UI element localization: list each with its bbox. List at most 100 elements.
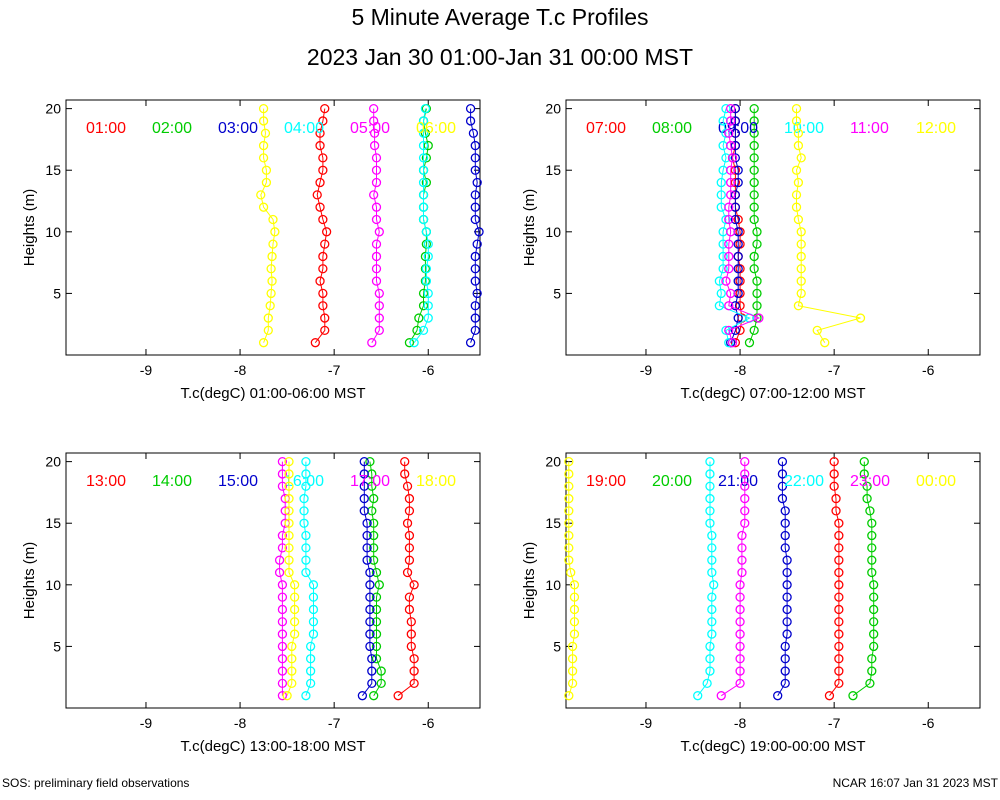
data-point — [855, 313, 866, 323]
data-point — [824, 691, 835, 701]
data-point — [834, 567, 844, 578]
x-axis-label: T.c(degC) 19:00-00:00 MST — [680, 738, 865, 755]
data-point — [869, 629, 879, 639]
data-point — [371, 641, 382, 652]
data-point — [707, 617, 717, 627]
data-point — [737, 543, 747, 553]
series-0900 — [726, 103, 743, 348]
data-point — [418, 116, 429, 126]
data-point — [749, 116, 759, 126]
series-line — [749, 108, 758, 343]
data-point — [369, 530, 379, 541]
data-point — [305, 654, 316, 664]
data-point — [284, 456, 294, 467]
legend-entry: 15:00 — [218, 473, 258, 490]
data-point — [829, 456, 839, 467]
data-point — [730, 116, 741, 126]
data-point — [289, 629, 300, 639]
data-point — [277, 592, 288, 602]
plot-area-frame — [565, 452, 981, 709]
series-0100 — [310, 103, 332, 348]
data-point — [724, 338, 734, 348]
data-point — [320, 325, 330, 336]
data-point — [834, 641, 844, 652]
data-point — [470, 325, 480, 336]
data-point — [289, 580, 300, 590]
series-line — [721, 461, 746, 697]
data-point — [693, 691, 703, 701]
plot-area-frame — [65, 99, 481, 356]
data-point — [735, 678, 745, 689]
data-point — [261, 177, 272, 188]
data-point — [308, 592, 319, 602]
y-tick-label: 20 — [545, 454, 561, 470]
data-point — [320, 313, 330, 323]
series-line — [413, 108, 429, 344]
data-point — [869, 617, 879, 627]
data-point — [780, 543, 790, 553]
data-point — [402, 518, 413, 528]
data-point — [406, 617, 416, 627]
data-point — [752, 276, 762, 286]
data-point — [470, 202, 480, 212]
data-point — [569, 604, 580, 615]
y-tick-label: 15 — [545, 162, 561, 178]
data-point — [420, 103, 431, 114]
legend-entry: 04:00 — [284, 120, 324, 137]
data-point — [284, 506, 294, 516]
data-point — [564, 481, 574, 491]
data-point — [369, 691, 379, 701]
data-point — [266, 288, 276, 299]
series-1800 — [282, 456, 300, 701]
data-point — [315, 128, 325, 138]
data-point — [566, 567, 576, 578]
data-point — [409, 580, 419, 590]
x-tick-label: -6 — [922, 362, 935, 378]
data-point — [867, 567, 877, 578]
data-point — [268, 239, 278, 249]
data-point — [752, 301, 762, 311]
data-point — [749, 264, 759, 274]
data-point — [796, 239, 806, 249]
series-0500 — [367, 103, 384, 348]
data-point — [749, 190, 759, 200]
data-point — [277, 641, 288, 652]
data-point — [374, 313, 384, 323]
series-1500 — [357, 456, 377, 701]
x-tick-label: -8 — [234, 362, 247, 378]
data-point — [564, 530, 574, 541]
data-point — [740, 518, 750, 528]
data-point — [404, 493, 415, 504]
data-point — [374, 325, 384, 336]
data-point — [867, 530, 877, 541]
legend-entry: 22:00 — [784, 473, 824, 490]
data-point — [258, 153, 269, 163]
data-point — [287, 678, 297, 689]
data-point — [418, 153, 429, 163]
data-point — [409, 666, 419, 676]
data-point — [371, 654, 382, 664]
data-point — [312, 190, 322, 200]
data-point — [308, 580, 319, 590]
x-tick-label: -9 — [640, 362, 653, 378]
series-2200 — [693, 456, 719, 701]
data-point — [318, 264, 328, 274]
legend-entry: 21:00 — [718, 473, 758, 490]
data-point — [791, 202, 802, 212]
data-point — [414, 313, 424, 323]
data-point — [284, 481, 294, 491]
series-1200 — [791, 103, 866, 348]
data-point — [277, 678, 288, 689]
chart-panel-4: -9 -8 -7 -6 5 10 15 20 T.c(degC) 19:00-00:00 MST… — [521, 452, 981, 755]
x-tick-label: -9 — [140, 362, 153, 378]
data-point — [726, 177, 736, 188]
data-point — [321, 227, 332, 237]
series-0400 — [409, 103, 433, 348]
x-tick-label: -6 — [422, 715, 435, 731]
data-point — [820, 338, 830, 348]
data-point — [869, 592, 879, 602]
data-point — [705, 469, 715, 479]
data-point — [718, 239, 728, 249]
data-point — [359, 456, 369, 467]
data-point — [284, 493, 294, 504]
